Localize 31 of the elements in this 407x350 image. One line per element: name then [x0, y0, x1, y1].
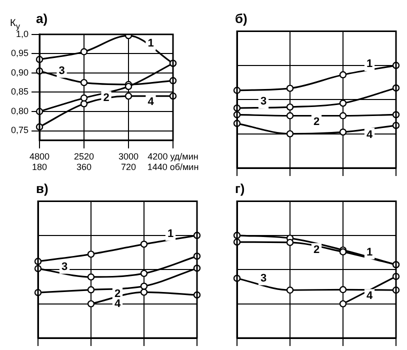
series-label: 4 — [114, 298, 122, 310]
y-tick-label: 0,75 — [10, 125, 29, 136]
series-label: 1 — [148, 37, 154, 50]
series-label: 3 — [61, 260, 68, 273]
series-label: 4 — [366, 290, 374, 302]
y-tick-label: 0,85 — [10, 86, 29, 97]
x-tick-label: 3000 720 — [118, 151, 139, 172]
x-tick-label: 4800 180 — [30, 151, 50, 172]
x-tick-label: 2520 360 — [74, 151, 94, 172]
chart-title: в) — [36, 181, 48, 196]
series-label: 3 — [260, 272, 267, 284]
series-label: 1 — [167, 228, 174, 240]
chart-title: б) — [235, 11, 248, 26]
series-label: 3 — [260, 96, 267, 108]
series-label: 2 — [313, 244, 320, 256]
series-label: 1 — [366, 246, 373, 258]
y-tick-label: 1,0 — [16, 28, 29, 39]
series-label: 4 — [148, 96, 155, 108]
chart-title: г) — [235, 181, 245, 196]
series-label: 1 — [366, 58, 373, 70]
x-tick-label: 4200 уд/мин 1440 об/мин — [147, 151, 199, 172]
y-tick-label: 0,95 — [10, 48, 29, 58]
chart-title: а) — [36, 11, 48, 26]
y-tick-label: 0,90 — [10, 67, 29, 78]
y-axis-title: К$_{у}$ — [10, 18, 20, 31]
series-label: 2 — [114, 288, 121, 300]
y-tick-label: 0,80 — [10, 106, 29, 116]
series-label: 3 — [58, 64, 65, 77]
series-label: 2 — [313, 116, 320, 128]
series-label: 2 — [103, 92, 110, 104]
series-label: 4 — [366, 128, 374, 141]
